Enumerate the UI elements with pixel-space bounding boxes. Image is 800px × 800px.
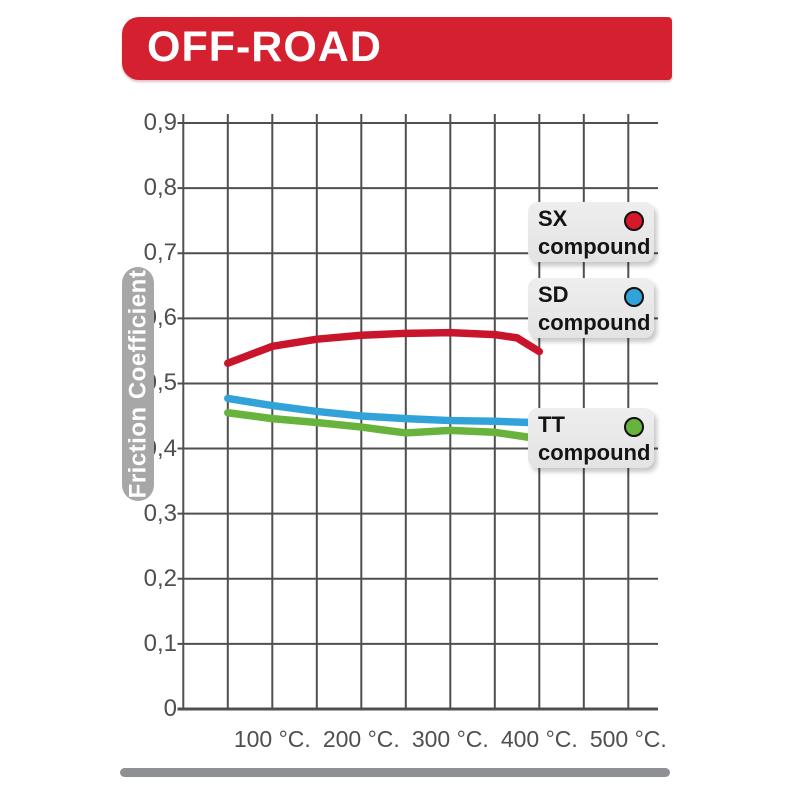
legend-sd: SD compound	[528, 278, 654, 338]
legend-tt-name: TT	[538, 412, 565, 437]
y-tick-label: 0,9	[143, 109, 177, 136]
legend-sd-name: SD	[538, 282, 569, 307]
y-tick-label: 0	[163, 695, 177, 722]
x-tick-label: 400 °C.	[500, 726, 578, 752]
curve-tt	[224, 408, 535, 442]
legend-tt-compound-label: compound	[538, 440, 651, 465]
y-tick-label: 0,8	[143, 174, 177, 202]
tt-green-dot-icon	[624, 417, 644, 437]
curve-sd	[224, 394, 535, 427]
x-tick-label: 300 °C.	[411, 726, 489, 752]
y-tick-label: 0,1	[143, 629, 177, 657]
title-banner: OFF-ROAD	[122, 17, 672, 80]
y-tick-label: 0,2	[143, 564, 177, 592]
legend-sx-name: SX	[538, 206, 568, 231]
y-axis-label: Friction Coefficient	[124, 269, 152, 499]
sd-blue-dot-icon	[624, 287, 644, 307]
sx-red-dot-icon	[624, 211, 644, 231]
page-title: OFF-ROAD	[147, 22, 382, 71]
legend-sx: SX compound	[528, 202, 654, 262]
legend-tt: TT compound	[528, 408, 654, 468]
legend-sx-compound-label: compound	[538, 234, 651, 259]
y-axis-label-pill: Friction Coefficient	[122, 267, 154, 501]
legend-sd-compound-label: compound	[538, 310, 651, 335]
y-tick-label: 0,7	[143, 239, 177, 267]
x-tick-label: 500 °C.	[589, 726, 667, 752]
y-tick-label: 0,3	[143, 499, 177, 527]
x-tick-label: 100 °C.	[233, 726, 311, 752]
bottom-divider-bar	[120, 768, 670, 777]
x-tick-label: 200 °C.	[322, 726, 400, 752]
curve-sx	[224, 328, 544, 368]
